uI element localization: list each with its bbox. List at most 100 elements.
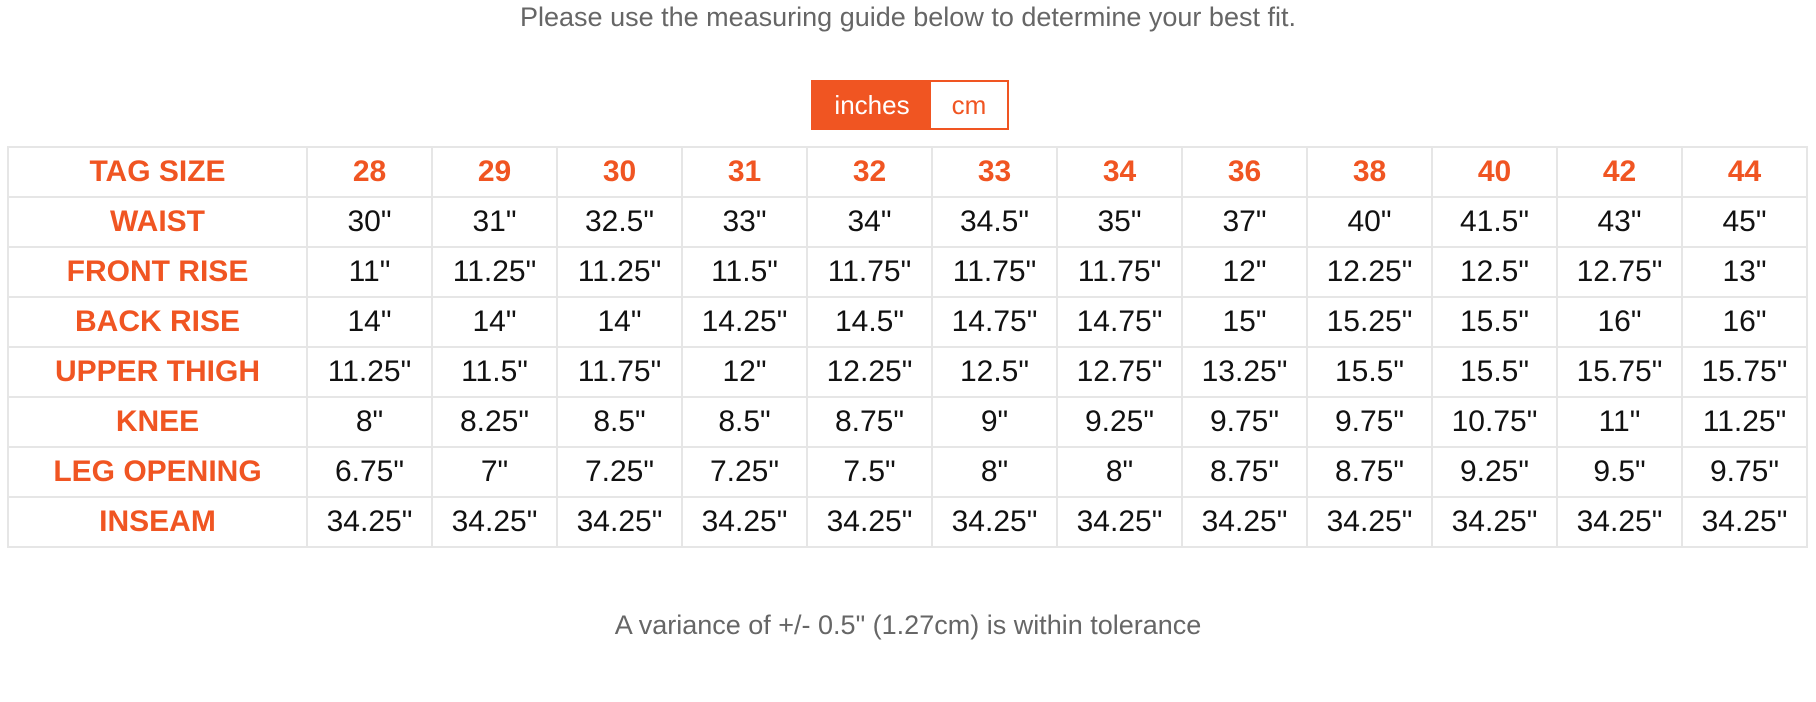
measurement-cell: 12.5" [931, 346, 1058, 398]
row-label: LEG OPENING [7, 446, 308, 498]
measurement-cell: 30" [306, 196, 433, 248]
measurement-cell: 14" [556, 296, 683, 348]
measurement-cell: 34.25" [681, 496, 808, 548]
measurement-cell: 10.75" [1431, 396, 1558, 448]
measurement-cell: 12.5" [1431, 246, 1558, 298]
measurement-cell: 34.25" [1056, 496, 1183, 548]
measurement-cell: 9.75" [1181, 396, 1308, 448]
measurement-cell: 32.5" [556, 196, 683, 248]
measurement-cell: 8.5" [681, 396, 808, 448]
row-label: INSEAM [7, 496, 308, 548]
row-label: KNEE [7, 396, 308, 448]
measurement-cell: 14" [306, 296, 433, 348]
size-header-cell: 30 [556, 146, 683, 198]
measurement-cell: 7" [431, 446, 558, 498]
measurement-cell: 12.25" [1306, 246, 1433, 298]
measurement-cell: 34.25" [931, 496, 1058, 548]
measurement-cell: 14.75" [931, 296, 1058, 348]
measurement-cell: 43" [1556, 196, 1683, 248]
measurement-cell: 15.5" [1431, 296, 1558, 348]
measurement-cell: 8.5" [556, 396, 683, 448]
tolerance-note: A variance of +/- 0.5" (1.27cm) is withi… [614, 610, 1202, 640]
size-header-cell: 33 [931, 146, 1058, 198]
measurement-cell: 12.75" [1556, 246, 1683, 298]
row-label: WAIST [7, 196, 308, 248]
measurement-cell: 8.75" [1306, 446, 1433, 498]
measurement-cell: 35" [1056, 196, 1183, 248]
measurement-cell: 6.75" [306, 446, 433, 498]
measurement-row: LEG OPENING 6.75" 7" 7.25" 7.25" 7.5" 8" 8" 8.75… [7, 446, 1808, 498]
measurement-cell: 8.25" [431, 396, 558, 448]
measurement-cell: 15.75" [1681, 346, 1808, 398]
measurement-cell: 34.25" [806, 496, 933, 548]
measurement-cell: 11.5" [681, 246, 808, 298]
measurement-cell: 13.25" [1181, 346, 1308, 398]
measurement-row: FRONT RISE 11" 11.25" 11.25" 11.5" 11.75" 11.7… [7, 246, 1808, 298]
measurement-cell: 16" [1681, 296, 1808, 348]
intro-text: Please use the measuring guide below to … [520, 2, 1296, 32]
measurement-cell: 15.5" [1306, 346, 1433, 398]
measurement-cell: 37" [1181, 196, 1308, 248]
measurement-cell: 11.75" [556, 346, 683, 398]
measurement-cell: 11.25" [1681, 396, 1808, 448]
measurement-cell: 7.25" [681, 446, 808, 498]
unit-toggle: inches cm [811, 80, 1009, 130]
size-header-cell: 40 [1431, 146, 1558, 198]
measurement-row: UPPER THIGH 11.25" 11.5" 11.75" 12" 12.25" 12.… [7, 346, 1808, 398]
measurement-cell: 41.5" [1431, 196, 1558, 248]
unit-inches-button[interactable]: inches [813, 82, 931, 128]
measurement-cell: 33" [681, 196, 808, 248]
measurement-cell: 9.5" [1556, 446, 1683, 498]
measurement-cell: 34.25" [1181, 496, 1308, 548]
measurement-cell: 15.75" [1556, 346, 1683, 398]
size-header-cell: 44 [1681, 146, 1808, 198]
measurement-cell: 8.75" [806, 396, 933, 448]
measurement-cell: 34.5" [931, 196, 1058, 248]
measurement-cell: 11.25" [306, 346, 433, 398]
measurement-cell: 16" [1556, 296, 1683, 348]
measurement-row: WAIST 30" 31" 32.5" 33" 34" 34.5" 35" 37" 40" 41.5… [7, 196, 1808, 248]
row-label: BACK RISE [7, 296, 308, 348]
measurement-cell: 8" [931, 446, 1058, 498]
measurement-cell: 11.75" [1056, 246, 1183, 298]
size-header-cell: 38 [1306, 146, 1433, 198]
measurement-cell: 45" [1681, 196, 1808, 248]
measurement-cell: 7.5" [806, 446, 933, 498]
measurement-cell: 12" [681, 346, 808, 398]
measurement-cell: 34" [806, 196, 933, 248]
measurement-cell: 40" [1306, 196, 1433, 248]
size-header-cell: 31 [681, 146, 808, 198]
measurement-cell: 12.25" [806, 346, 933, 398]
measurement-cell: 9.25" [1431, 446, 1558, 498]
measurement-cell: 11.25" [431, 246, 558, 298]
measurement-cell: 34.25" [1431, 496, 1558, 548]
measurement-cell: 8" [306, 396, 433, 448]
measurement-cell: 14.25" [681, 296, 808, 348]
measurement-cell: 34.25" [1681, 496, 1808, 548]
measurement-cell: 11.25" [556, 246, 683, 298]
size-header-cell: 28 [306, 146, 433, 198]
size-header-cell: 32 [806, 146, 933, 198]
measurement-cell: 15" [1181, 296, 1308, 348]
measurement-cell: 9.75" [1681, 446, 1808, 498]
size-header-cell: 42 [1556, 146, 1683, 198]
measurement-cell: 34.25" [306, 496, 433, 548]
measurement-cell: 15.5" [1431, 346, 1558, 398]
unit-cm-button[interactable]: cm [931, 82, 1007, 128]
measurement-cell: 8.75" [1181, 446, 1308, 498]
measurement-cell: 9.75" [1306, 396, 1433, 448]
row-label: TAG SIZE [7, 146, 308, 198]
measurement-cell: 14" [431, 296, 558, 348]
measurement-cell: 34.25" [1306, 496, 1433, 548]
measurement-cell: 31" [431, 196, 558, 248]
size-table: TAG SIZE 28 29 30 31 32 33 34 36 38 40 42 44 WAIST 3… [7, 146, 1808, 548]
measurement-cell: 34.25" [1556, 496, 1683, 548]
measurement-cell: 34.25" [431, 496, 558, 548]
measurement-row: KNEE 8" 8.25" 8.5" 8.5" 8.75" 9" 9.25" 9.75" 9.75… [7, 396, 1808, 448]
measurement-row: BACK RISE 14" 14" 14" 14.25" 14.5" 14.75" 14.75… [7, 296, 1808, 348]
measurement-cell: 14.75" [1056, 296, 1183, 348]
measurement-cell: 14.5" [806, 296, 933, 348]
measurement-cell: 34.25" [556, 496, 683, 548]
measurement-cell: 8" [1056, 446, 1183, 498]
